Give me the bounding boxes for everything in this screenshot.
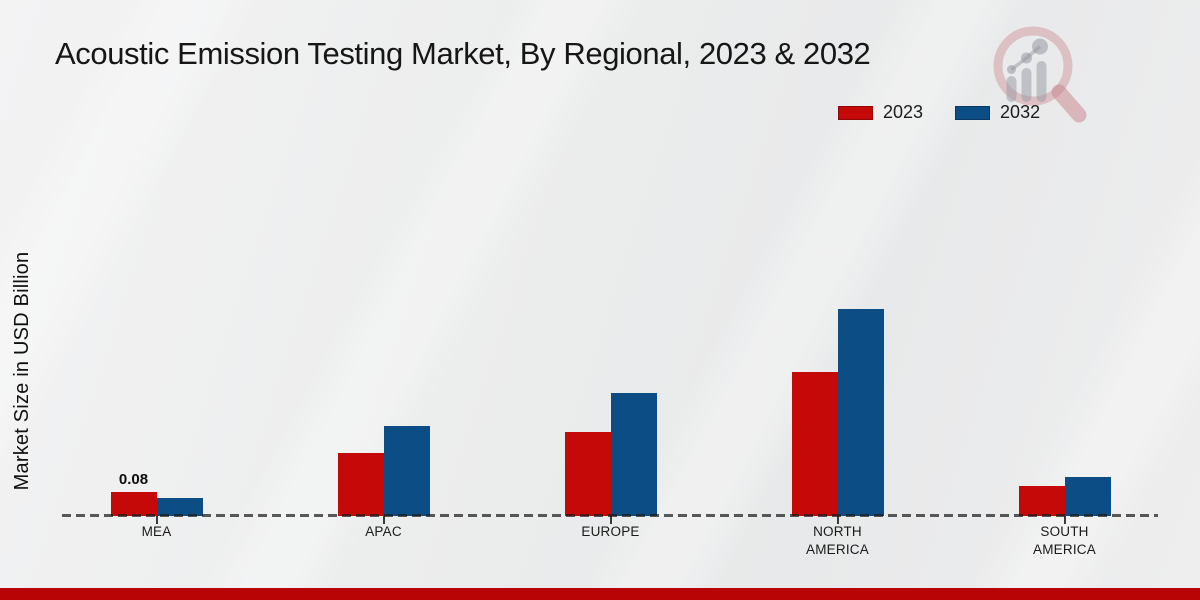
- bar-2023-europe: [564, 432, 611, 516]
- bar-2032-south-america: [1064, 477, 1111, 516]
- legend-item-2032[interactable]: 2032: [955, 102, 1040, 123]
- x-axis-label-apac: APAC: [365, 524, 402, 539]
- legend-label-2023: 2023: [883, 102, 924, 122]
- footer-accent-bar: [0, 588, 1200, 600]
- bar-2023-north-america: [791, 372, 838, 516]
- x-axis-tick-south-america: [1063, 516, 1066, 524]
- x-axis-label-europe: EUROPE: [581, 524, 640, 539]
- x-axis-tick-mea: [155, 516, 158, 524]
- bar-2023-south-america: [1018, 486, 1065, 516]
- bar-2023-mea: [110, 492, 157, 516]
- x-axis-tick-north-america: [836, 516, 839, 524]
- legend-item-2023[interactable]: 2023: [838, 102, 923, 123]
- x-axis-label-south-america: SOUTH AMERICA: [1033, 524, 1096, 557]
- bar-2032-europe: [610, 393, 657, 516]
- bar-2032-mea: [156, 498, 203, 516]
- chart-title: Acoustic Emission Testing Market, By Reg…: [55, 36, 871, 71]
- legend-swatch-2032-icon: [955, 105, 991, 120]
- bar-2023-apac: [337, 453, 384, 516]
- x-axis-label-mea: MEA: [141, 524, 172, 539]
- legend: 2023 2032: [838, 102, 1040, 123]
- x-axis-label-north-america: NORTH AMERICA: [806, 524, 869, 557]
- x-axis-baseline: [62, 514, 1158, 517]
- legend-label-2032: 2032: [1000, 102, 1041, 122]
- x-axis-tick-apac: [382, 516, 385, 524]
- market-research-future-logo-icon: [993, 26, 1087, 123]
- bar-2032-north-america: [837, 309, 884, 516]
- bar-value-label-0.08: 0.08: [118, 471, 149, 488]
- legend-swatch-2023-icon: [838, 105, 873, 120]
- bar-2032-apac: [383, 426, 430, 516]
- x-axis-tick-europe: [609, 516, 612, 524]
